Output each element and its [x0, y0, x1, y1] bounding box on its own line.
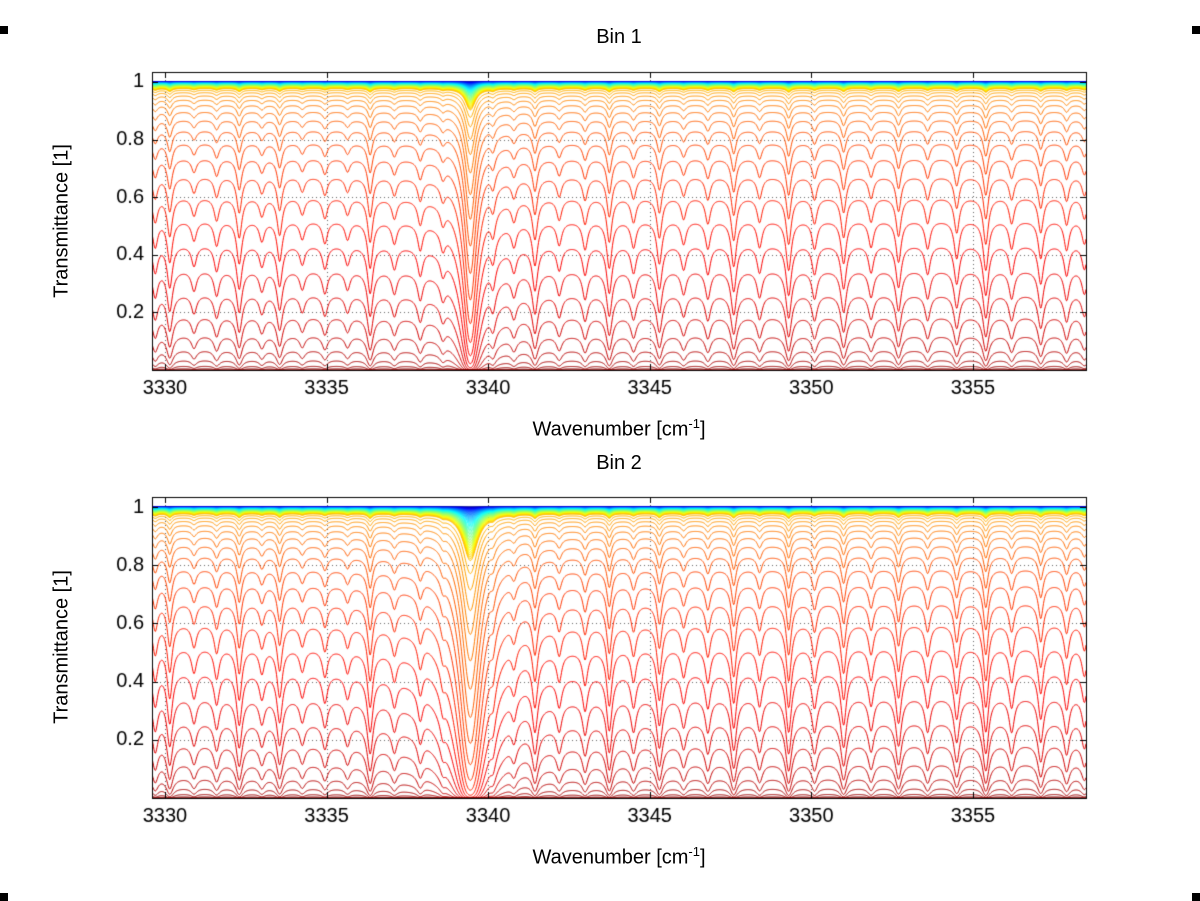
window-corner-mark [0, 26, 8, 34]
window-corner-mark [1192, 26, 1200, 34]
subplot2-xlabel-prefix: Wavenumber [cm [532, 846, 689, 869]
subplot2-title: Bin 2 [596, 452, 642, 474]
subplot1-xlabel-superscript: -1 [688, 416, 700, 431]
subplot2-xlabel-superscript: -1 [688, 844, 700, 859]
subplot1-xlabel: Wavenumber [cm-1] [152, 416, 1086, 442]
subplot1-ylabel: Transmittance [1] [50, 144, 73, 298]
subplot1-title: Bin 1 [596, 26, 642, 48]
subplot2-ylabel: Transmittance [1] [50, 570, 73, 724]
window-corner-mark [0, 893, 8, 901]
subplot1-xlabel-prefix: Wavenumber [cm [532, 418, 689, 441]
window-corner-mark [1192, 893, 1200, 901]
subplot2-xlabel: Wavenumber [cm-1] [152, 844, 1086, 870]
subplot2-xlabel-suffix: ] [699, 846, 706, 869]
subplot1-xlabel-suffix: ] [699, 418, 706, 441]
